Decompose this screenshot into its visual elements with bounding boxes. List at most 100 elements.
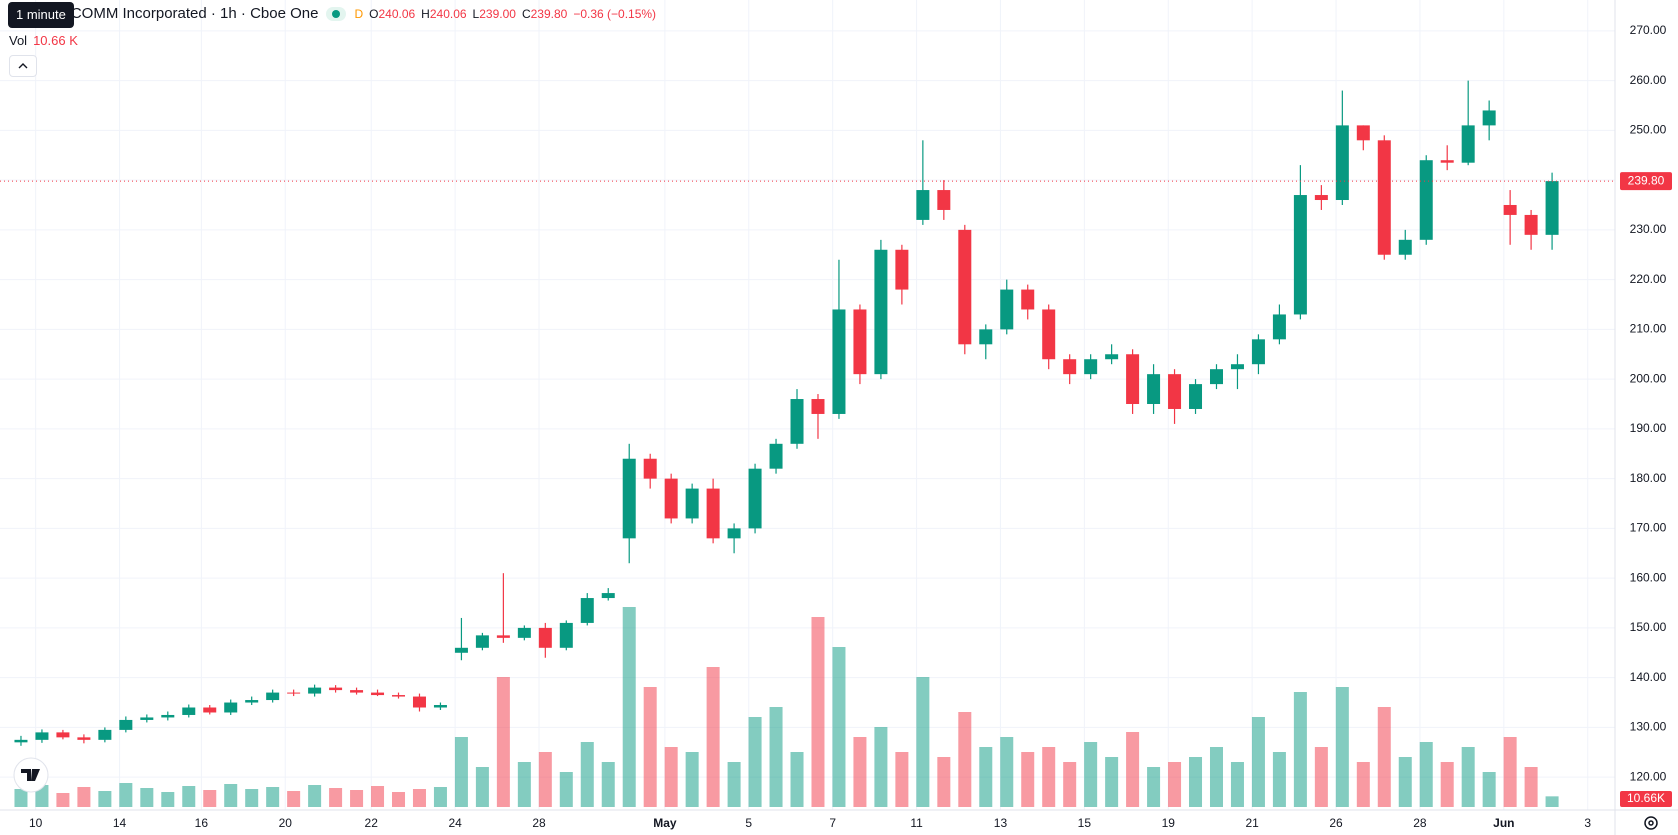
volume-bar bbox=[601, 762, 615, 807]
x-tick-label: Jun bbox=[1493, 816, 1514, 830]
candle-body bbox=[622, 458, 636, 539]
candle-body bbox=[1377, 140, 1391, 255]
volume-bar bbox=[979, 747, 993, 807]
volume-bar bbox=[559, 772, 573, 807]
volume-bar bbox=[308, 785, 322, 807]
volume-bar bbox=[1335, 687, 1349, 807]
volume-bar bbox=[56, 793, 70, 807]
volume-bar bbox=[1230, 762, 1244, 807]
volume-bar bbox=[895, 752, 909, 807]
symbol-title[interactable]: QUALCOMM Incorporated · 1h · Cboe One bbox=[30, 5, 319, 22]
volume-badge bbox=[1620, 791, 1672, 807]
candle-body bbox=[811, 399, 825, 414]
candle-layer bbox=[14, 80, 1559, 746]
volume-bar bbox=[119, 783, 133, 807]
volume-bar bbox=[958, 712, 972, 807]
candle-body bbox=[1440, 160, 1454, 163]
volume-bar bbox=[161, 792, 175, 807]
candle-body bbox=[203, 707, 217, 713]
candle-body bbox=[140, 717, 154, 720]
volume-bar bbox=[937, 757, 951, 807]
y-tick-label: 120.00 bbox=[1630, 769, 1667, 783]
candle-body bbox=[371, 692, 385, 696]
candle-body bbox=[1000, 289, 1014, 330]
volume-bar bbox=[643, 687, 657, 807]
candle-body bbox=[1503, 204, 1517, 215]
x-tick-label: 28 bbox=[532, 816, 546, 830]
volume-bar bbox=[790, 752, 804, 807]
candle-body bbox=[224, 702, 238, 713]
volume-title: Vol bbox=[9, 33, 28, 48]
candle-body bbox=[392, 695, 406, 697]
y-tick-label: 270.00 bbox=[1630, 23, 1667, 37]
candle-body bbox=[1126, 354, 1140, 405]
volume-bar bbox=[706, 667, 720, 807]
volume-bar bbox=[245, 789, 259, 807]
y-tick-label: 260.00 bbox=[1630, 73, 1667, 87]
candle-body bbox=[1230, 364, 1244, 370]
y-tick-label: 140.00 bbox=[1630, 670, 1667, 684]
volume-bar bbox=[182, 786, 196, 807]
volume-bar bbox=[140, 788, 154, 807]
x-tick-label: 16 bbox=[195, 816, 209, 830]
collapse-button[interactable] bbox=[9, 55, 37, 77]
volume-bar bbox=[1063, 762, 1077, 807]
x-tick-label: 20 bbox=[279, 816, 293, 830]
candle-body bbox=[161, 714, 175, 718]
volume-bar bbox=[1021, 752, 1035, 807]
candle-body bbox=[35, 732, 49, 740]
ohlc-value: 240.06 bbox=[378, 7, 416, 21]
x-tick-label: 19 bbox=[1162, 816, 1176, 830]
volume-bar bbox=[433, 787, 447, 807]
candle-body bbox=[1356, 125, 1370, 141]
volume-bar bbox=[224, 784, 238, 807]
volume-bar bbox=[664, 747, 678, 807]
volume-bar bbox=[769, 707, 783, 807]
volume-bar bbox=[622, 607, 636, 807]
volume-bar bbox=[371, 786, 385, 807]
logo bbox=[13, 757, 49, 793]
volume-bar bbox=[1398, 757, 1412, 807]
volume-bar bbox=[685, 752, 699, 807]
candle-body bbox=[56, 732, 70, 738]
volume-bar bbox=[832, 647, 846, 807]
volume-layer bbox=[14, 607, 1559, 807]
candle-body bbox=[706, 488, 720, 539]
candle-body bbox=[14, 739, 28, 743]
candle-body bbox=[874, 249, 888, 375]
settings-icon[interactable] bbox=[1644, 816, 1658, 830]
x-tick-label: 28 bbox=[1413, 816, 1427, 830]
candle-body bbox=[517, 627, 531, 638]
candle-body bbox=[412, 696, 426, 708]
volume-bar bbox=[1482, 772, 1496, 807]
candle-body bbox=[433, 705, 447, 708]
volume-bar bbox=[350, 790, 364, 807]
x-tick-label: 13 bbox=[994, 816, 1008, 830]
volume-bar bbox=[287, 791, 301, 807]
candle-body bbox=[1314, 195, 1328, 201]
y-tick-label: 180.00 bbox=[1630, 471, 1667, 485]
y-tick-label: 220.00 bbox=[1630, 272, 1667, 286]
volume-bar bbox=[1419, 742, 1433, 807]
x-tick-label: 21 bbox=[1245, 816, 1259, 830]
candle-body bbox=[937, 190, 951, 210]
candle-body bbox=[1419, 160, 1433, 240]
candle-body bbox=[1272, 314, 1286, 340]
candle-body bbox=[266, 692, 280, 701]
volume-bar bbox=[1251, 717, 1265, 807]
delay-badge: D bbox=[354, 6, 364, 21]
candle-body bbox=[475, 635, 489, 648]
candle-body bbox=[1021, 289, 1035, 310]
y-tick-label: 190.00 bbox=[1630, 421, 1667, 435]
volume-bar bbox=[748, 717, 762, 807]
y-tick-label: 250.00 bbox=[1630, 123, 1667, 137]
x-tick-label: 7 bbox=[829, 816, 836, 830]
candle-body bbox=[1084, 359, 1098, 375]
candle-body bbox=[119, 719, 133, 730]
candle-body bbox=[454, 647, 468, 653]
candle-body bbox=[1461, 125, 1475, 163]
ohlc-value: 239.00 bbox=[479, 7, 516, 21]
y-tick-label: 170.00 bbox=[1630, 521, 1667, 535]
